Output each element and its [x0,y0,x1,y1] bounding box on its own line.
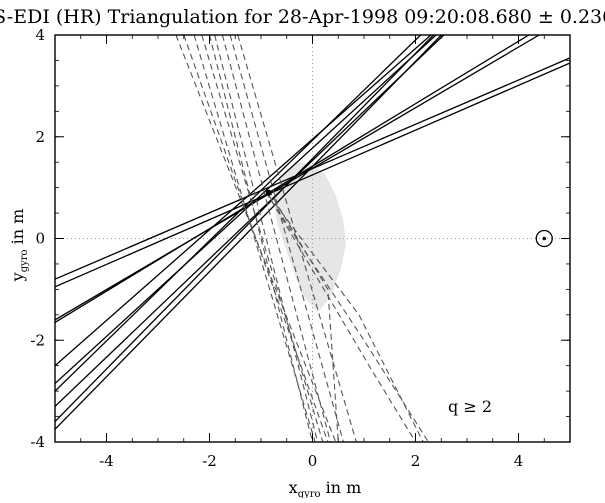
y-axis-unit: in m [8,209,27,250]
solid-beam-line-9 [55,62,570,288]
plot-area [54,34,571,443]
axis-ticks: -4 -2 0 2 4 4 2 0 -2 -4 [30,26,571,470]
x-tick-label: -2 [202,452,217,470]
x-axis-title: xgyro in m [289,478,362,498]
x-axis-unit: in m [321,478,362,497]
sun-symbol-dot [542,236,547,241]
x-tick-label: -4 [99,452,114,470]
y-tick-label: 2 [35,128,45,146]
solid-beam-line-10 [55,57,570,280]
y-tick-label: 0 [35,230,45,248]
y-tick-label: 4 [35,26,45,44]
target-point [265,189,272,196]
plot-inner [55,35,570,442]
dashed-beam-line-18 [229,35,344,442]
sun-symbol [535,229,553,248]
x-axis-subscript: gyro [298,489,321,498]
dashed-beam-line-22 [270,200,416,442]
dashed-beam-line-12 [183,35,329,442]
y-tick-label: -2 [30,331,45,349]
chart-title: EqS-EDI (HR) Triangulation for 28-Apr-19… [0,6,605,28]
solid-beam-line-8 [55,35,540,321]
dashed-beam-line-14 [201,35,324,442]
sun-symbol-ring [535,229,553,248]
x-tick-label: 0 [308,452,318,470]
dashed-beam-line-21 [268,194,424,442]
y-axis-var: y [8,272,27,282]
q-annotation: q ≥ 2 [448,397,492,416]
dashed-beam-line-17 [221,35,332,442]
dashed-beam-line-13 [193,35,316,442]
solid-beam-line-1 [55,35,442,430]
x-axis-var: x [289,478,298,497]
x-tick-label: 4 [514,452,524,470]
y-axis-title: ygyro in m [8,209,30,283]
dashed-beam-line-23 [268,189,339,442]
y-axis-subscript: gyro [19,249,30,272]
error-region [273,162,346,313]
y-tick-label: -4 [30,433,45,451]
dashed-beam-line-11 [175,35,337,442]
solid-beam-line-2 [55,35,434,423]
x-tick-label: 2 [411,452,421,470]
solid-beam-line-7 [55,35,530,323]
